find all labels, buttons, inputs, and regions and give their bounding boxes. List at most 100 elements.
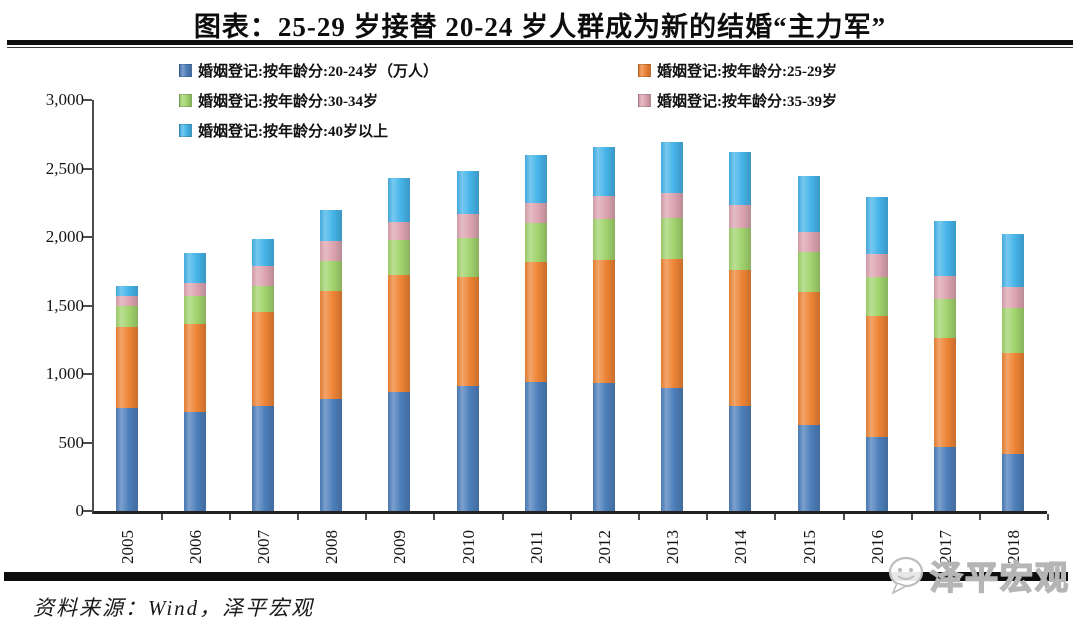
x-axis-tick-mark <box>1047 514 1050 520</box>
chat-bubble-smiley-icon <box>888 556 924 595</box>
x-axis-year-label: 2014 <box>731 530 751 564</box>
bar-2014 <box>729 152 752 511</box>
watermark: 泽平宏观 <box>884 551 1070 599</box>
y-axis-tick-mark <box>83 304 92 307</box>
y-axis-tick-label: 0 <box>75 501 85 520</box>
legend-label: 婚姻登记:按年龄分:30-34岁 <box>198 94 378 110</box>
watermark-text: 泽平宏观 <box>929 560 1070 598</box>
bar-2008 <box>320 210 343 511</box>
bar-segment <box>1002 454 1025 511</box>
x-axis-tick-mark <box>160 514 163 520</box>
y-axis-tick-mark <box>83 373 92 375</box>
bar-segment <box>183 282 206 296</box>
bar-segment <box>388 221 411 240</box>
bar-segment <box>797 176 820 232</box>
bar-segment <box>115 327 138 408</box>
x-axis-year-label: 2009 <box>390 530 410 564</box>
y-axis-tick-mark <box>83 167 92 170</box>
bar-2013 <box>661 141 684 511</box>
y-axis-tick-label: 500 <box>58 432 85 452</box>
x-axis-year-label: 2011 <box>526 530 546 564</box>
x-axis-year-label: 2015 <box>799 530 819 564</box>
x-axis-year-label: 2006 <box>185 530 205 564</box>
footer-divider <box>4 572 1068 581</box>
bar-segment <box>456 238 479 278</box>
bar-segment <box>456 385 479 511</box>
x-axis-tick-mark <box>433 514 436 520</box>
bar-segment <box>115 295 138 307</box>
bar-segment <box>524 381 547 511</box>
x-axis-tick-mark <box>979 514 981 520</box>
bar-segment <box>797 231 820 253</box>
bar-segment <box>524 202 547 223</box>
bar-2017 <box>934 220 956 511</box>
bar-segment <box>661 217 684 259</box>
y-axis-tick-mark <box>83 99 92 101</box>
bar-segment <box>797 291 820 426</box>
y-axis-tick-label: 1,000 <box>45 364 84 383</box>
legend-swatch <box>179 124 192 137</box>
bar-segment <box>593 260 615 383</box>
bar-segment <box>388 275 411 392</box>
y-axis-tick-label: 2,500 <box>45 158 84 178</box>
bar-segment <box>934 220 956 277</box>
legend-swatch <box>638 64 651 77</box>
bar-2015 <box>797 176 820 511</box>
title-divider <box>7 40 1073 45</box>
x-axis-year-label: 2013 <box>663 530 683 564</box>
bar-segment <box>661 388 684 511</box>
bar-segment <box>1002 308 1025 353</box>
legend-label: 婚姻登记:按年龄分:35-39岁 <box>657 94 837 110</box>
bar-segment <box>934 337 956 448</box>
legend: 婚姻登记:按年龄分:20-24岁（万人） 婚姻登记:按年龄分:25-29岁 婚姻登记… <box>179 62 837 140</box>
bar-segment <box>593 382 615 511</box>
bar-segment <box>865 254 888 277</box>
chart-title: 图表：25-29 岁接替 20-24 岁人群成为新的结婚“主力军” <box>193 12 887 42</box>
bar-segment <box>661 258 684 389</box>
y-axis-tick-mark <box>83 510 92 512</box>
bar-segment <box>729 269 752 407</box>
legend-label: 婚姻登记:按年龄分:20-24岁（万人） <box>198 64 438 80</box>
x-axis-tick-mark <box>638 514 640 520</box>
bar-segment <box>115 285 138 296</box>
bar-2010 <box>456 170 479 511</box>
y-axis-tick-label: 2,000 <box>45 227 84 246</box>
bar-segment <box>729 406 752 511</box>
bar-segment <box>797 252 820 292</box>
legend-label: 婚姻登记:按年龄分:25-29岁 <box>657 64 837 80</box>
y-axis-tick-label: 1,500 <box>45 295 84 315</box>
x-axis-tick-mark <box>569 514 572 520</box>
bar-2009 <box>388 178 411 511</box>
bar-segment <box>524 262 547 382</box>
bar-segment <box>183 252 206 283</box>
x-axis-year-label: 2005 <box>117 530 137 564</box>
plot-area: 0 500 1,000 1,500 2,000 2,500 3,000 2005 2006 200… <box>46 90 1050 564</box>
bar-segment <box>183 295 206 324</box>
title-divider-thin <box>7 47 1073 48</box>
bar-segment <box>456 170 479 215</box>
bar-segment <box>1002 287 1025 309</box>
x-axis-tick-mark <box>910 514 913 520</box>
bar-segment <box>865 436 888 511</box>
bar-segment <box>729 152 752 205</box>
bar-segment <box>524 222 547 263</box>
bar-segment <box>934 298 956 338</box>
x-axis-year-label: 2012 <box>595 530 614 564</box>
bar-segment <box>593 219 615 261</box>
y-axis-tick-mark <box>83 236 92 238</box>
bar-segment <box>1002 233 1025 287</box>
x-axis-tick-mark <box>297 514 299 520</box>
legend-item-1: 婚姻登记:按年龄分:25-29岁 <box>638 62 837 80</box>
bar-2011 <box>524 154 547 511</box>
legend-item-4: 婚姻登记:按年龄分:40岁以上 <box>179 122 638 140</box>
bar-segment <box>388 391 411 511</box>
x-axis-tick-mark <box>228 514 231 520</box>
bar-segment <box>593 147 615 196</box>
bar-segment <box>388 239 411 276</box>
x-axis-year-label: 2007 <box>254 530 273 564</box>
bar-segment <box>320 291 343 399</box>
bar-segment <box>934 447 956 511</box>
bar-segment <box>593 195 615 220</box>
bar-segment <box>797 425 820 511</box>
